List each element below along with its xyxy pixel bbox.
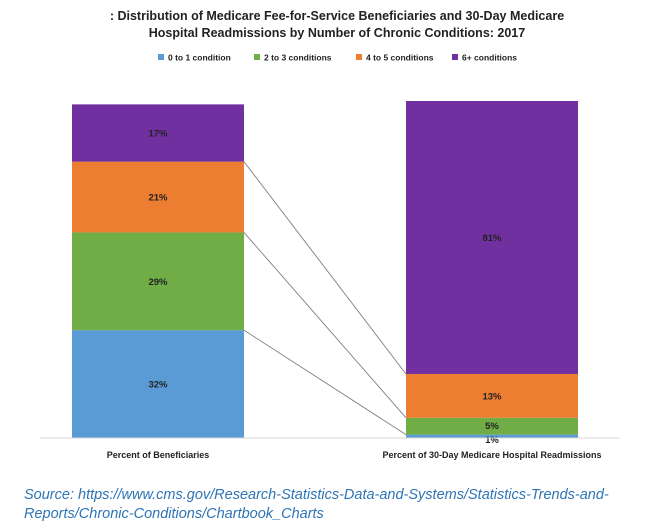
data-label-readmissions-6-conditions: 81%: [482, 233, 502, 244]
connector-line-3: [243, 161, 407, 375]
data-label-beneficiaries-2-to-3-conditions: 29%: [148, 277, 168, 288]
bar-segment-readmissions-6-conditions: [406, 101, 578, 374]
data-label-readmissions-4-to-5-conditions: 13%: [482, 391, 502, 402]
legend-label-2-to-3-conditions: 2 to 3 conditions: [264, 53, 332, 63]
legend-label-4-to-5-conditions: 4 to 5 conditions: [366, 53, 434, 63]
legend-label-0-to-1-condition: 0 to 1 condition: [168, 53, 231, 63]
bar-segment-beneficiaries-6-conditions: [72, 104, 244, 162]
data-label-beneficiaries-4-to-5-conditions: 21%: [148, 193, 168, 204]
chart-title-line-2: Hospital Readmissions by Number of Chron…: [149, 26, 525, 40]
data-label-beneficiaries-6-conditions: 17%: [148, 129, 168, 140]
data-label-beneficiaries-0-to-1-condition: 32%: [148, 380, 168, 391]
category-label-beneficiaries: Percent of Beneficiaries: [107, 450, 210, 460]
bars: 32% 29% 21% 17% 1% 5% 13% 81%: [72, 101, 578, 446]
connector-lines: [243, 161, 407, 439]
legend-swatch-6-conditions: [452, 54, 458, 60]
bar-segment-beneficiaries-2-to-3-conditions: [72, 232, 244, 331]
bar-segment-beneficiaries-0-to-1-condition: [72, 330, 244, 438]
chart-title-line-1: : Distribution of Medicare Fee-for-Servi…: [110, 9, 564, 23]
legend-swatch-4-to-5-conditions: [356, 54, 362, 60]
stacked-bar-chart: : Distribution of Medicare Fee-for-Servi…: [40, 9, 620, 460]
legend-swatch-2-to-3-conditions: [254, 54, 260, 60]
legend: 0 to 1 condition 2 to 3 conditions 4 to 5 …: [158, 53, 517, 63]
category-labels: Percent of Beneficiaries Percent of 30-Da…: [107, 450, 602, 460]
bar-segment-beneficiaries-4-to-5-conditions: [72, 161, 244, 233]
category-label-readmissions: Percent of 30-Day Medicare Hospital Read…: [382, 450, 601, 460]
data-label-readmissions-2-to-3-conditions: 5%: [485, 421, 499, 432]
legend-swatch-0-to-1-condition: [158, 54, 164, 60]
bar-segment-readmissions-2-to-3-conditions: [406, 417, 578, 435]
connector-line-2: [243, 232, 407, 419]
bar-segment-readmissions-4-to-5-conditions: [406, 373, 578, 418]
data-label-readmissions-0-to-1-condition: 1%: [485, 435, 499, 446]
legend-label-6-conditions: 6+ conditions: [462, 53, 517, 63]
bar-segment-readmissions-0-to-1-condition: [406, 434, 578, 438]
connector-line-1: [243, 329, 407, 436]
source-citation: Source: https://www.cms.gov/Research-Sta…: [24, 487, 609, 522]
